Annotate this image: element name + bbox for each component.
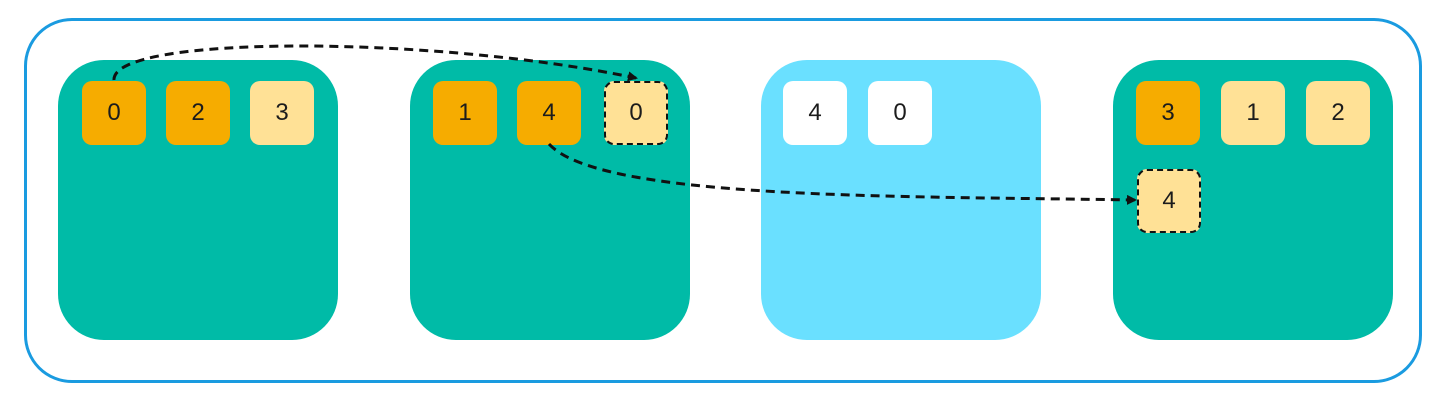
chip-2: 2	[166, 81, 230, 145]
chip-4: 4	[517, 81, 581, 145]
chip-0: 0	[868, 81, 932, 145]
chip-3: 3	[250, 81, 314, 145]
chip-1: 1	[433, 81, 497, 145]
node-3: 4 0	[761, 60, 1041, 340]
chip-0-replica: 0	[604, 81, 668, 145]
chip-4-replica: 4	[1137, 169, 1201, 233]
chip-2: 2	[1306, 81, 1370, 145]
chip-3: 3	[1136, 81, 1200, 145]
chip-0: 0	[82, 81, 146, 145]
node-2: 1 4 0	[410, 60, 690, 340]
chip-1: 1	[1221, 81, 1285, 145]
node-4: 3 1 2 4	[1113, 60, 1393, 340]
node-1: 0 2 3	[58, 60, 338, 340]
chip-4: 4	[783, 81, 847, 145]
